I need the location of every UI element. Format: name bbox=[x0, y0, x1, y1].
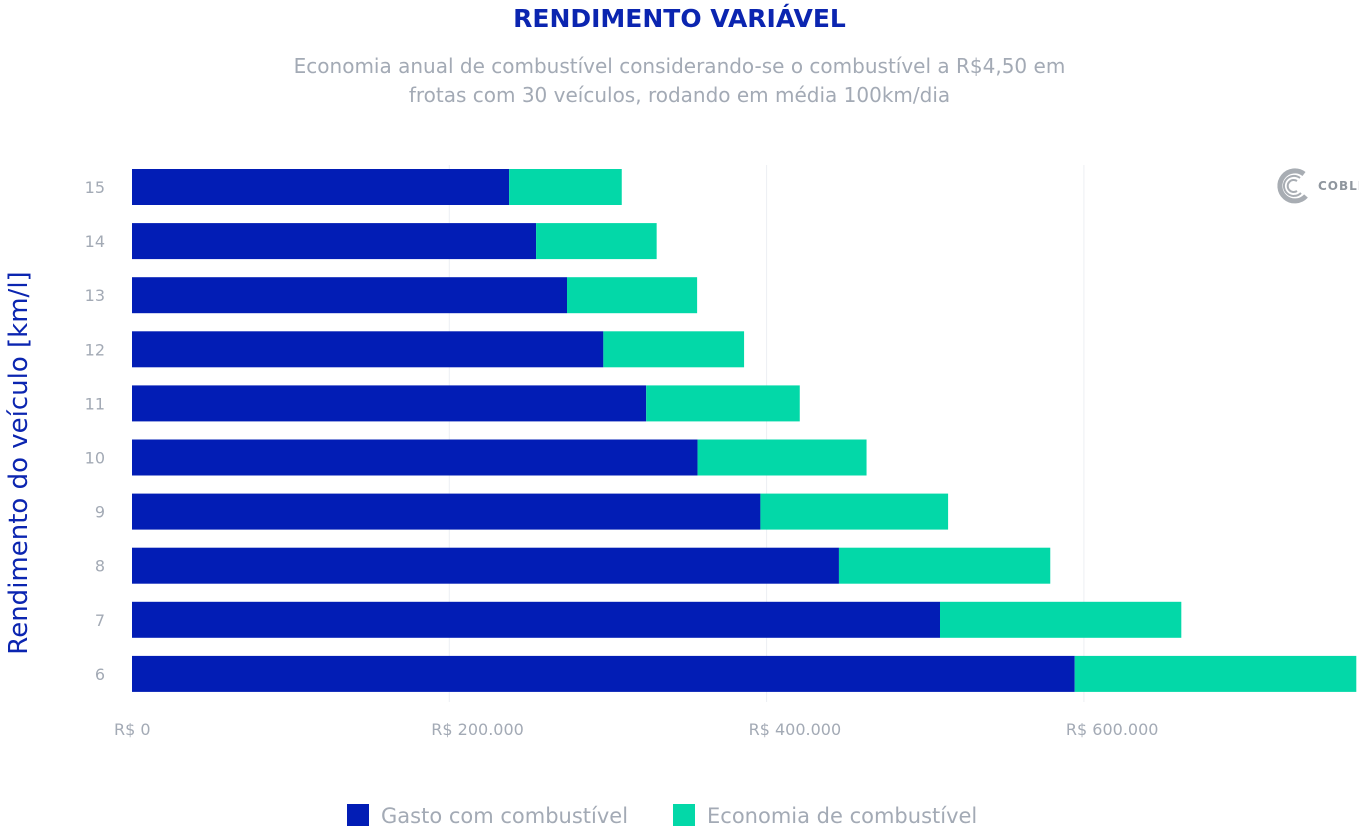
y-tick-label: 11 bbox=[85, 394, 105, 413]
bar-gasto bbox=[132, 169, 510, 205]
bar-gasto bbox=[132, 493, 761, 530]
y-tick-label: 12 bbox=[85, 340, 105, 359]
legend-label: Economia de combustível bbox=[707, 804, 977, 828]
bar-gasto bbox=[132, 331, 604, 368]
bar-economia bbox=[509, 169, 622, 205]
bar-gasto bbox=[132, 601, 941, 638]
y-axis-title: Rendimento do veículo [km/l] bbox=[4, 271, 34, 654]
chart-subtitle: Economia anual de combustível consideran… bbox=[0, 52, 1359, 110]
y-tick-label: 6 bbox=[95, 665, 105, 684]
subtitle-line-2: frotas com 30 veículos, rodando em média… bbox=[408, 83, 951, 107]
chart-title: RENDIMENTO VARIÁVEL bbox=[513, 4, 846, 33]
bar-economia bbox=[646, 385, 800, 422]
cobli-logo: COBLI bbox=[1274, 166, 1359, 206]
bar-economia bbox=[940, 601, 1182, 638]
bar-gasto bbox=[132, 277, 568, 314]
x-tick-label: R$ 200.000 bbox=[431, 720, 524, 739]
bar-gasto bbox=[132, 439, 698, 476]
bar-economia bbox=[536, 223, 657, 260]
bar-gasto bbox=[132, 385, 647, 422]
cobli-logo-icon bbox=[1277, 168, 1308, 204]
y-tick-label: 14 bbox=[85, 232, 105, 251]
legend-label: Gasto com combustível bbox=[381, 804, 628, 828]
cobli-logo-text: COBLI bbox=[1318, 179, 1359, 193]
bar-economia bbox=[697, 439, 867, 476]
bar-gasto bbox=[132, 223, 537, 260]
bar-economia bbox=[1074, 655, 1357, 692]
y-tick-label: 8 bbox=[95, 557, 105, 576]
y-tick-label: 9 bbox=[95, 503, 105, 522]
x-tick-label: R$ 600.000 bbox=[1066, 720, 1159, 739]
x-tick-label: R$ 0 bbox=[114, 720, 151, 739]
bar-economia bbox=[603, 331, 745, 368]
legend-swatch bbox=[673, 804, 695, 826]
legend-swatch bbox=[347, 804, 369, 826]
x-tick-label: R$ 400.000 bbox=[749, 720, 842, 739]
y-tick-label: 13 bbox=[85, 286, 105, 305]
bar-economia bbox=[567, 277, 698, 314]
y-tick-label: 15 bbox=[85, 178, 105, 197]
subtitle-line-1: Economia anual de combustível consideran… bbox=[293, 54, 1066, 78]
bar-economia bbox=[838, 547, 1051, 584]
y-tick-label: 7 bbox=[95, 611, 105, 630]
bar-economia bbox=[760, 493, 949, 530]
y-tick-label: 10 bbox=[85, 449, 105, 468]
legend: Gasto com combustível Economia de combust… bbox=[347, 804, 977, 828]
bar-gasto bbox=[132, 547, 839, 584]
bar-gasto bbox=[132, 655, 1075, 692]
